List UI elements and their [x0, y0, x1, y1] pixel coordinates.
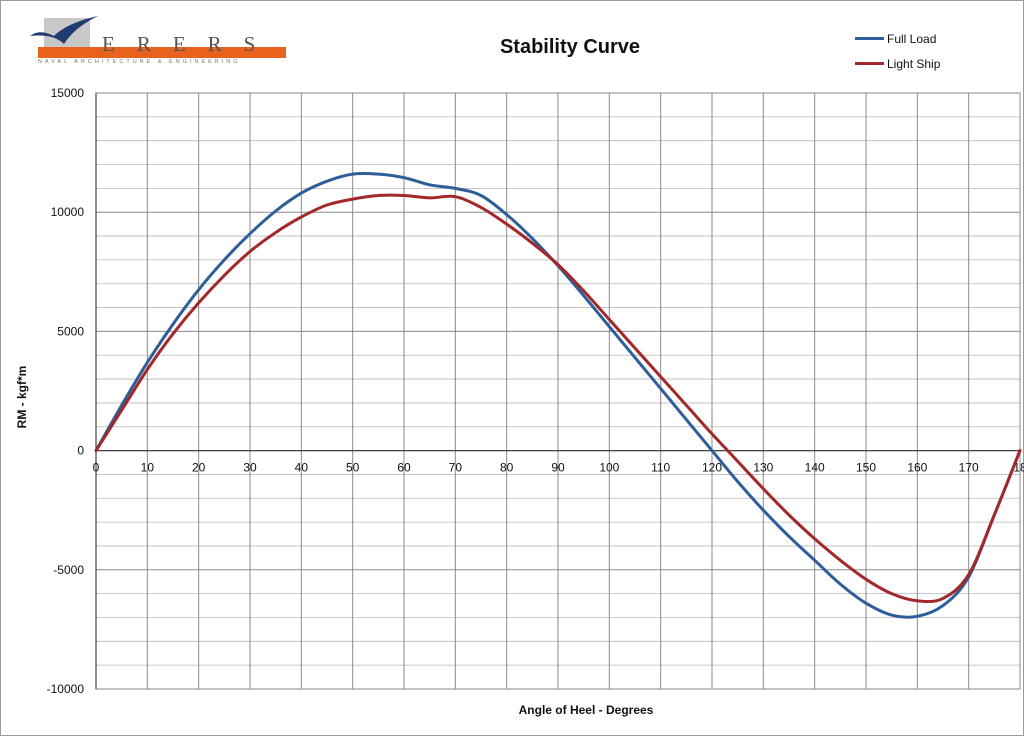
x-tick-label: 90: [551, 461, 565, 475]
y-tick-label: -10000: [47, 682, 85, 696]
series-line-light-ship: [94, 193, 1022, 604]
x-tick-label: 160: [907, 461, 927, 475]
x-tick-label: 50: [346, 461, 360, 475]
x-tick-label: 18: [1013, 461, 1024, 475]
x-axis-title: Angle of Heel - Degrees: [518, 703, 654, 717]
legend-label-light-ship: Light Ship: [887, 56, 941, 71]
legend-swatch-full-load: [855, 37, 884, 40]
logo-wordmark: ERERS: [102, 32, 278, 56]
chart-legend: Full Load Light Ship: [855, 26, 940, 76]
x-tick-label: 170: [959, 461, 979, 475]
x-tick-label: 10: [141, 461, 155, 475]
logo-orange-bar: [38, 47, 286, 58]
company-logo: ERERS NAVAL ARCHITECTURE & ENGINEERING: [28, 14, 290, 70]
bird-icon: [30, 16, 98, 44]
legend-item-full-load: Full Load: [855, 26, 940, 51]
x-tick-label: 140: [805, 461, 825, 475]
x-tick-label: 70: [449, 461, 463, 475]
x-tick-label: 100: [599, 461, 619, 475]
chart-title: Stability Curve: [499, 36, 641, 58]
x-tick-label: 80: [500, 461, 514, 475]
x-tick-label: 150: [856, 461, 876, 475]
legend-label-full-load: Full Load: [887, 31, 937, 46]
x-tick-label: 40: [295, 461, 309, 475]
x-tick-label: 30: [243, 461, 257, 475]
x-tick-label: 110: [651, 461, 670, 475]
y-tick-label: 10000: [51, 205, 85, 219]
legend-swatch-light-ship: [855, 62, 884, 65]
x-tick-label: 130: [753, 461, 773, 475]
x-tick-label: 120: [702, 461, 722, 475]
y-tick-label: 0: [77, 444, 84, 458]
x-tick-label: 60: [397, 461, 411, 475]
legend-item-light-ship: Light Ship: [855, 51, 940, 76]
logo-tagline: NAVAL ARCHITECTURE & ENGINEERING: [38, 59, 241, 65]
y-tick-label: 15000: [51, 86, 85, 100]
y-tick-label: -5000: [53, 563, 84, 577]
x-tick-label: 20: [192, 461, 206, 475]
x-tick-label: 0: [93, 461, 100, 475]
y-tick-label: 5000: [57, 324, 84, 338]
